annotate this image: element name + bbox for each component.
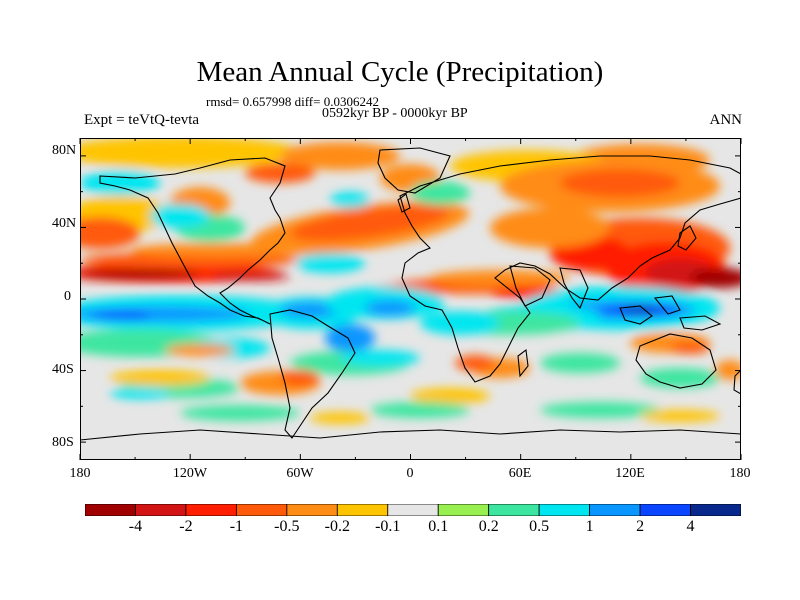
colorbar-label: -2 (179, 518, 193, 535)
colorbar-label: -0.2 (324, 518, 350, 535)
colorbar-label: -1 (229, 518, 244, 535)
precip-blob (410, 388, 490, 404)
y-tick-label: 0 (64, 289, 71, 304)
colorbar-label: 4 (686, 518, 695, 535)
colorbar-label: -4 (128, 518, 143, 535)
x-tick-label: 180 (69, 466, 91, 481)
y-tick-label: 40S (52, 362, 74, 377)
precip-blob (340, 350, 420, 366)
colorbar-box (387, 504, 439, 516)
colorbar-box (589, 504, 641, 516)
precip-blob (310, 412, 370, 424)
precip-blob (110, 370, 210, 386)
precip-blob (80, 171, 160, 195)
season-label: ANN (709, 112, 743, 128)
precip-blob (80, 217, 140, 249)
x-tick-label: 120E (615, 466, 645, 481)
x-tick-label: 60E (508, 466, 532, 481)
colorbar-box (135, 504, 187, 516)
precip-blob (670, 342, 710, 354)
colorbar-label: 0.5 (529, 518, 550, 535)
precip-blob (110, 387, 170, 399)
colorbar-box (336, 504, 389, 516)
y-tick-label: 80S (52, 435, 74, 450)
precip-blob (330, 192, 370, 208)
precip-blob (430, 270, 570, 286)
x-tick-label: 180 (729, 466, 751, 481)
precip-blob (210, 271, 290, 281)
colorbar-label: 0.2 (478, 518, 499, 535)
precip-blob (690, 268, 741, 288)
precipitation-map (80, 138, 741, 460)
precip-blob (490, 208, 610, 248)
colorbar-box (185, 504, 237, 516)
precip-blob (410, 181, 470, 205)
x-tick-label: 60W (286, 466, 314, 481)
precip-blob (245, 163, 315, 183)
colorbar-box (538, 504, 591, 516)
colorbar-box (690, 504, 741, 516)
precip-blob (280, 370, 320, 386)
precip-blob (365, 300, 415, 316)
precip-blob (80, 269, 200, 279)
precip-blob (560, 169, 680, 197)
precip-blob (80, 138, 300, 168)
precip-blob (622, 307, 658, 313)
precip-blob (280, 302, 340, 318)
precip-blob (130, 243, 310, 257)
precip-blob (370, 402, 470, 418)
precip-blob (165, 344, 235, 356)
colorbar-box (639, 504, 691, 516)
precip-blob (640, 368, 720, 388)
colorbar-box (235, 504, 288, 516)
colorbar-label: 2 (636, 518, 645, 535)
precip-blob (295, 253, 365, 273)
precip-blob (540, 402, 660, 418)
colorbar (85, 504, 741, 516)
precip-blob (325, 324, 375, 352)
precip-blob (420, 311, 500, 335)
precip-blob (715, 360, 741, 380)
experiment-label: Expt = teVtQ-tevta (84, 112, 200, 128)
precip-blob (90, 312, 150, 320)
colorbar-label: -0.5 (274, 518, 300, 535)
precip-blob (640, 410, 720, 422)
x-tick-label: 120W (172, 466, 208, 481)
precip-blob (150, 204, 210, 228)
precip-blob (290, 205, 450, 241)
colorbar-label: -0.1 (375, 518, 401, 535)
y-tick-label: 80N (52, 143, 77, 158)
colorbar-box (85, 504, 136, 516)
colorbar-box (286, 504, 338, 516)
y-tick-label: 40N (52, 216, 77, 231)
period-label: 0592kyr BP - 0000kyr BP (322, 106, 468, 121)
precip-blob (180, 405, 300, 421)
colorbar-box (488, 504, 540, 516)
stats-line: rmsd= 0.657998 diff= 0.0306242 (206, 94, 379, 109)
precip-blob (540, 353, 620, 373)
colorbar-box (437, 504, 490, 516)
colorbar-label: 0.1 (428, 518, 449, 535)
precip-field-layer (80, 138, 741, 424)
colorbar-label: 1 (585, 518, 594, 535)
chart-title: Mean Annual Cycle (Precipitation) (196, 56, 604, 88)
coastline-layer (80, 147, 741, 441)
x-tick-label: 0 (406, 466, 414, 481)
precip-blob (280, 142, 400, 170)
